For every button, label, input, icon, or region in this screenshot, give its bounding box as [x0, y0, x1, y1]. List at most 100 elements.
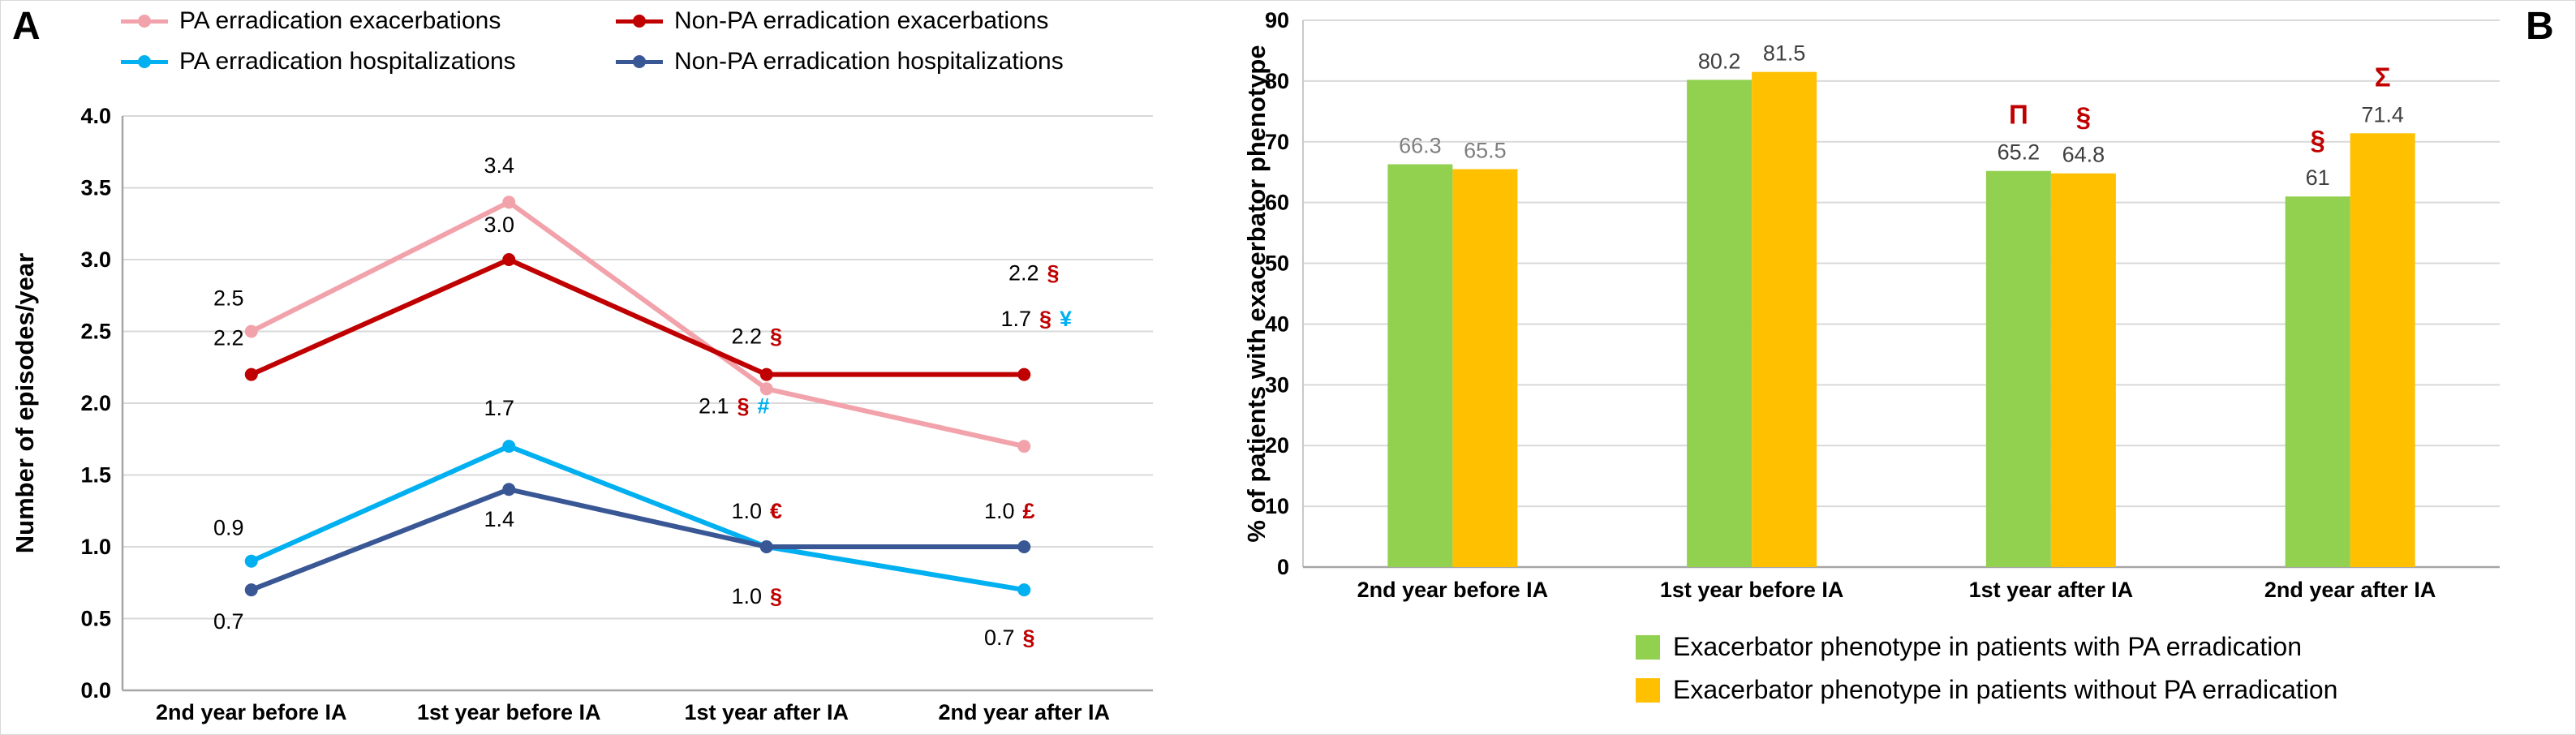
- legend-item: Exacerbator phenotype in patients with P…: [1636, 632, 2337, 662]
- x-tick-label: 2nd year before IA: [156, 700, 347, 724]
- legend-line-marker-icon: [121, 54, 168, 69]
- legend-line-marker-icon: [616, 54, 663, 69]
- legend-dot: [633, 55, 646, 68]
- bar: [2050, 173, 2116, 567]
- legend-dot: [633, 15, 646, 28]
- panel-a-label: A: [12, 5, 41, 48]
- annotation-symbol: ¥: [1060, 307, 1072, 331]
- bar: [2285, 196, 2350, 567]
- data-label: 3.0: [484, 213, 514, 237]
- data-label: 0.9: [213, 516, 244, 540]
- y-tick-label: 2.0: [80, 391, 111, 415]
- data-point: [244, 325, 258, 338]
- data-label: 1.4: [484, 507, 514, 531]
- annotation-symbol: €: [770, 499, 782, 523]
- y-tick-label: 3.0: [80, 247, 111, 272]
- y-tick-label: 10: [1265, 494, 1289, 518]
- data-label: 1.7 § ¥: [1000, 307, 1072, 331]
- data-label: 1.7: [484, 396, 514, 420]
- annotation-symbol: §: [737, 393, 749, 418]
- legend-label: Non-PA erradication hospitalizations: [674, 48, 1064, 75]
- series-line: [248, 487, 1027, 593]
- data-point: [759, 368, 773, 381]
- bar-value-label: 81.5: [1763, 41, 1806, 66]
- bar: [2350, 133, 2415, 567]
- data-point: [244, 368, 258, 381]
- legend-item: Exacerbator phenotype in patients withou…: [1636, 675, 2337, 705]
- data-point: [502, 253, 516, 266]
- data-point: [244, 554, 258, 568]
- bar-value-label: 65.5: [1464, 138, 1507, 162]
- data-label: 2.1 § #: [699, 393, 770, 418]
- y-tick-label: 1.0: [80, 535, 111, 559]
- y-tick-label: 0: [1277, 555, 1289, 579]
- y-tick-label: 60: [1265, 191, 1289, 215]
- legend-label: Exacerbator phenotype in patients withou…: [1673, 675, 2338, 704]
- legend-dot: [138, 15, 151, 28]
- data-point: [1017, 583, 1031, 597]
- data-label: 0.7: [213, 609, 244, 634]
- data-point: [759, 382, 773, 396]
- annotation-symbol: £: [1023, 499, 1035, 523]
- annotation-symbol: §: [770, 584, 782, 608]
- legend-square-marker-icon: [1636, 677, 1660, 703]
- data-point: [502, 483, 516, 496]
- bar: [1452, 169, 1518, 567]
- legend-label: Non-PA erradication exacerbations: [674, 7, 1049, 34]
- series-line: [248, 200, 1027, 449]
- legend-dot: [138, 55, 151, 68]
- y-tick-label: 1.5: [80, 463, 111, 488]
- data-label: 1.0 €: [731, 499, 782, 523]
- legend-square-marker-icon: [1636, 634, 1660, 660]
- x-tick-label: 1st year after IA: [684, 700, 849, 724]
- data-point: [1017, 540, 1031, 553]
- annotation-symbol: §: [770, 325, 782, 349]
- bar: [1687, 80, 1752, 567]
- x-tick-label: 1st year before IA: [1660, 578, 1844, 602]
- legend-label: Exacerbator phenotype in patients with P…: [1673, 632, 2302, 661]
- bar-value-label: 64.8: [2062, 143, 2105, 167]
- bar-value-label: 66.3: [1399, 133, 1442, 157]
- y-tick-label: 3.5: [80, 176, 111, 200]
- y-tick-label: 80: [1265, 69, 1289, 93]
- bar-value-label: 80.2: [1698, 49, 1741, 73]
- x-tick-label: 1st year after IA: [1969, 578, 2134, 602]
- data-point: [502, 196, 516, 209]
- data-label: 2.2 §: [731, 325, 782, 349]
- annotation-symbol: #: [758, 393, 770, 418]
- legend-label: PA erradication exacerbations: [179, 7, 501, 34]
- bar: [1985, 170, 2051, 568]
- data-label: 1.0 £: [984, 499, 1035, 523]
- y-tick-label: 0.0: [80, 678, 111, 703]
- annotation-symbol: §: [1047, 261, 1060, 286]
- x-tick-label: 2nd year after IA: [2264, 578, 2436, 602]
- legend-item: PA erradication exacerbations: [121, 7, 608, 35]
- bar-value-label: 61: [2306, 165, 2330, 190]
- legend-line-marker-icon: [121, 14, 168, 28]
- series-line: [248, 257, 1027, 377]
- panel-a-chart: 0.0 0.5 1.0 1.5 2.0 2.5 3.0 3.5 4.0 2nd year befo…: [11, 104, 1153, 724]
- data-label: 0.7 §: [984, 625, 1035, 650]
- panel-a-legend: PA erradication exacerbations Non-PA erra…: [121, 7, 1064, 75]
- y-tick-label: 50: [1265, 251, 1289, 276]
- data-point: [502, 440, 516, 453]
- annotation-symbol: Π: [2009, 100, 2028, 130]
- y-tick-label: 2.5: [80, 320, 111, 344]
- y-tick-label: 4.0: [80, 104, 111, 128]
- data-point: [1017, 440, 1031, 453]
- y-axis-title: Number of episodes/year: [11, 253, 39, 553]
- bar-value-label: 65.2: [1998, 140, 2041, 165]
- y-axis-title: % of patients with exacerbator phenotype: [1242, 45, 1271, 542]
- legend-label: PA erradication hospitalizations: [179, 48, 516, 75]
- y-tick-label: 0.5: [80, 607, 111, 631]
- bar-value-label: 71.4: [2361, 102, 2404, 127]
- annotation-symbol: §: [1039, 307, 1051, 331]
- annotation-symbol: §: [2076, 102, 2091, 132]
- data-label: 2.5: [213, 286, 244, 311]
- annotation-symbol: Σ: [2375, 62, 2391, 92]
- y-tick-label: 70: [1265, 130, 1289, 154]
- data-label: 1.0 §: [731, 584, 782, 608]
- panel-b-label: B: [2526, 5, 2554, 48]
- data-label: 2.2 §: [1008, 261, 1060, 286]
